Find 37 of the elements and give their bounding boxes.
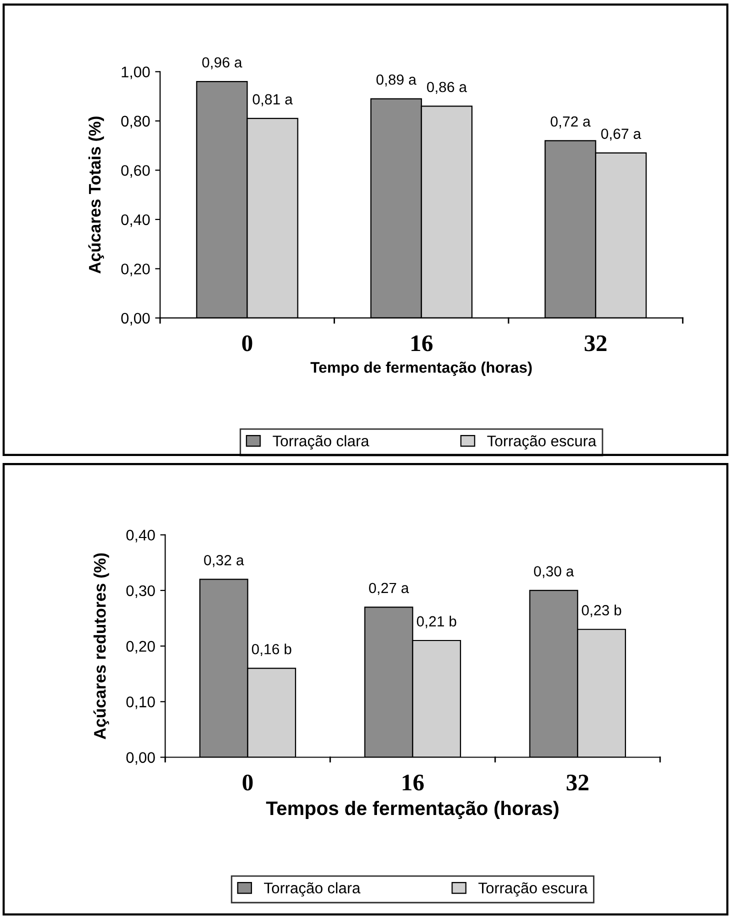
data-label: 0,32 a <box>204 555 244 568</box>
y-tick-label: 0,40 <box>126 530 155 542</box>
y-tick-label: 0,20 <box>126 640 155 654</box>
data-label: 0,21 b <box>416 616 456 628</box>
y-tick-label: 0,00 <box>121 312 150 326</box>
y-axis-title: Açúcares Totais (%) <box>88 116 104 274</box>
x-axis-title: Tempo de fermentação (horas) <box>310 362 532 376</box>
x-tick-label: 0 <box>242 335 252 352</box>
y-tick-label: 1,00 <box>122 66 150 80</box>
x-tick-label: 0 <box>242 774 253 791</box>
y-tick-label: 0,10 <box>126 696 155 710</box>
y-tick-label: 0,30 <box>126 585 155 598</box>
y-tick-label: 0,20 <box>121 264 150 276</box>
legend-label: Torração escura <box>478 882 588 897</box>
data-label: 0,27 a <box>369 582 410 595</box>
y-tick-label: 0,80 <box>121 116 150 128</box>
data-label: 0,89 a <box>376 74 416 87</box>
y-tick-label: 0,60 <box>121 165 150 178</box>
data-label: 0,96 a <box>202 57 242 70</box>
data-label: 0,30 a <box>534 566 574 578</box>
x-tick-label: 16 <box>412 335 433 352</box>
data-label: 0,23 b <box>582 604 622 618</box>
y-tick-label: 0,00 <box>126 752 155 765</box>
legend-label: Torração clara <box>264 882 360 897</box>
y-tick-label: 0,40 <box>121 214 150 227</box>
x-tick-label: 32 <box>566 774 588 791</box>
y-axis-title: Açúcares redutores (%) <box>93 553 110 740</box>
data-label: 0,81 a <box>252 94 293 106</box>
legend-label: Torração clara <box>272 435 370 450</box>
data-label: 0,86 a <box>426 82 467 94</box>
x-tick-label: 16 <box>402 774 424 791</box>
data-label: 0,16 b <box>252 644 292 656</box>
x-axis-title: Tempos de fermentação (horas) <box>266 800 558 820</box>
data-label: 0,67 a <box>601 128 642 141</box>
legend-label: Torração escura <box>487 435 596 450</box>
data-label: 0,72 a <box>550 116 591 128</box>
x-tick-label: 32 <box>584 335 606 352</box>
